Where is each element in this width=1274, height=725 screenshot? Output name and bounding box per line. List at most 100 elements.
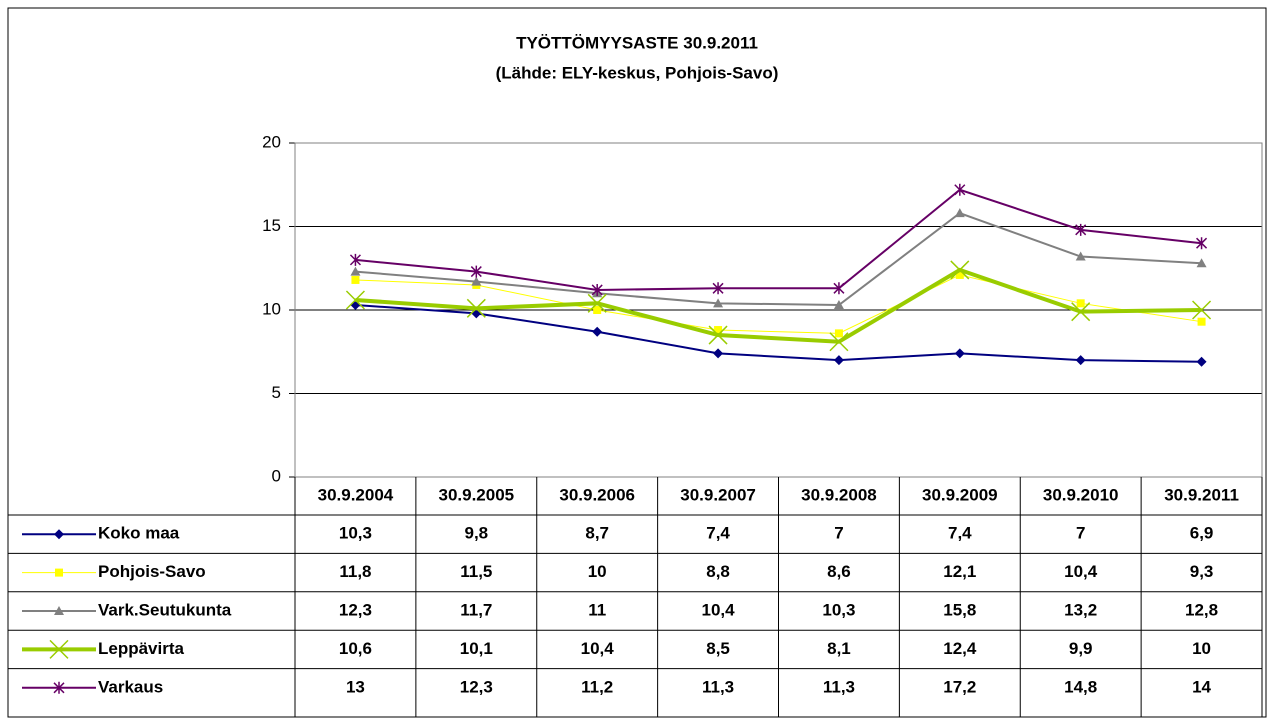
y-tick-label: 5 bbox=[272, 383, 281, 402]
table-value: 13 bbox=[346, 677, 365, 696]
data-point bbox=[834, 329, 843, 338]
data-point bbox=[593, 306, 602, 314]
table-value: 11 bbox=[588, 600, 606, 619]
data-point bbox=[708, 325, 728, 345]
data-point bbox=[470, 265, 482, 278]
x-tick-label: 30.9.2009 bbox=[922, 485, 998, 504]
table-value: 10,3 bbox=[339, 524, 372, 543]
table-value: 10 bbox=[588, 562, 607, 581]
x-tick-label: 30.9.2004 bbox=[318, 485, 394, 504]
x-tick-label: 30.9.2005 bbox=[438, 485, 514, 504]
table-value: 12,1 bbox=[943, 562, 976, 581]
legend-marker bbox=[49, 639, 69, 659]
data-point bbox=[1197, 317, 1206, 326]
legend-marker bbox=[54, 606, 64, 615]
data-point bbox=[350, 266, 361, 276]
legend-marker bbox=[54, 529, 64, 540]
data-point bbox=[950, 260, 970, 280]
series-line bbox=[355, 303, 1202, 363]
table-value: 11,3 bbox=[702, 677, 734, 696]
table-value: 10,1 bbox=[460, 639, 493, 658]
legend-label: Pohjois-Savo bbox=[98, 562, 206, 581]
x-tick-label: 30.9.2007 bbox=[680, 485, 756, 504]
table-value: 12,3 bbox=[339, 600, 372, 619]
x-tick-label: 30.9.2011 bbox=[1164, 485, 1239, 504]
legend-label: Koko maa bbox=[98, 524, 180, 543]
legend-label: Vark.Seutukunta bbox=[98, 600, 232, 619]
data-point bbox=[1196, 258, 1207, 268]
series-line bbox=[355, 274, 1202, 334]
chart-border bbox=[7, 7, 1267, 718]
data-point bbox=[955, 270, 964, 279]
data-point bbox=[351, 275, 360, 284]
table-value: 11,5 bbox=[460, 562, 492, 581]
x-tick-label: 30.9.2010 bbox=[1043, 485, 1119, 504]
table-value: 8,1 bbox=[827, 639, 851, 658]
data-point bbox=[1075, 223, 1087, 236]
table-value: 9,9 bbox=[1069, 639, 1093, 658]
data-point bbox=[1196, 237, 1208, 250]
table-value: 8,7 bbox=[585, 524, 609, 543]
data-point bbox=[1076, 299, 1085, 308]
y-tick-label: 0 bbox=[272, 466, 281, 485]
data-point bbox=[833, 282, 845, 295]
table-value: 8,5 bbox=[706, 639, 730, 658]
data-point bbox=[349, 253, 361, 266]
table-value: 8,8 bbox=[706, 562, 730, 581]
table-value: 14 bbox=[1192, 677, 1211, 696]
data-point bbox=[1196, 356, 1207, 367]
table-value: 12,8 bbox=[1185, 600, 1218, 619]
data-point bbox=[1071, 302, 1091, 322]
data-point bbox=[712, 282, 724, 295]
table-value: 8,6 bbox=[827, 562, 851, 581]
table-value: 10 bbox=[1192, 639, 1211, 658]
table-value: 6,9 bbox=[1190, 524, 1214, 543]
table-value: 15,8 bbox=[943, 600, 976, 619]
data-point bbox=[471, 276, 482, 286]
table-value: 13,2 bbox=[1064, 600, 1097, 619]
legend-marker bbox=[53, 681, 65, 694]
data-point bbox=[833, 299, 844, 309]
data-point bbox=[587, 293, 607, 313]
data-point bbox=[592, 326, 603, 337]
table-value: 11,7 bbox=[460, 600, 492, 619]
table-value: 10,6 bbox=[339, 639, 372, 658]
y-tick-label: 15 bbox=[262, 216, 281, 235]
table-value: 12,4 bbox=[943, 639, 977, 658]
table-value: 7 bbox=[834, 524, 843, 543]
series-line bbox=[355, 267, 1202, 344]
data-point bbox=[713, 348, 724, 359]
legend-marker bbox=[55, 568, 63, 577]
data-point bbox=[345, 290, 365, 310]
table-value: 9,8 bbox=[464, 524, 488, 543]
data-point bbox=[829, 332, 849, 352]
data-point bbox=[954, 208, 965, 218]
legend-label: Varkaus bbox=[98, 677, 163, 696]
data-point bbox=[1075, 355, 1086, 366]
data-point bbox=[591, 283, 603, 296]
data-point bbox=[954, 348, 965, 359]
y-tick-label: 20 bbox=[262, 132, 281, 151]
table-value: 14,8 bbox=[1064, 677, 1097, 696]
data-point bbox=[1075, 251, 1086, 261]
x-tick-label: 30.9.2006 bbox=[559, 485, 635, 504]
y-tick-label: 10 bbox=[262, 299, 281, 318]
data-point bbox=[833, 355, 844, 366]
chart-subtitle: (Lähde: ELY-keskus, Pohjois-Savo) bbox=[496, 63, 779, 82]
data-point bbox=[1192, 300, 1212, 320]
legend-label: Leppävirta bbox=[98, 639, 185, 658]
data-point bbox=[466, 298, 486, 318]
table-value: 11,8 bbox=[339, 562, 371, 581]
table-value: 7 bbox=[1076, 524, 1085, 543]
data-point bbox=[714, 326, 723, 335]
table-value: 12,3 bbox=[460, 677, 493, 696]
table-value: 7,4 bbox=[948, 524, 972, 543]
series-line bbox=[355, 212, 1202, 306]
data-point bbox=[713, 298, 724, 308]
table-value: 9,3 bbox=[1190, 562, 1214, 581]
table-value: 10,3 bbox=[822, 600, 855, 619]
table-value: 17,2 bbox=[943, 677, 976, 696]
x-tick-label: 30.9.2008 bbox=[801, 485, 877, 504]
table-value: 10,4 bbox=[581, 639, 615, 658]
